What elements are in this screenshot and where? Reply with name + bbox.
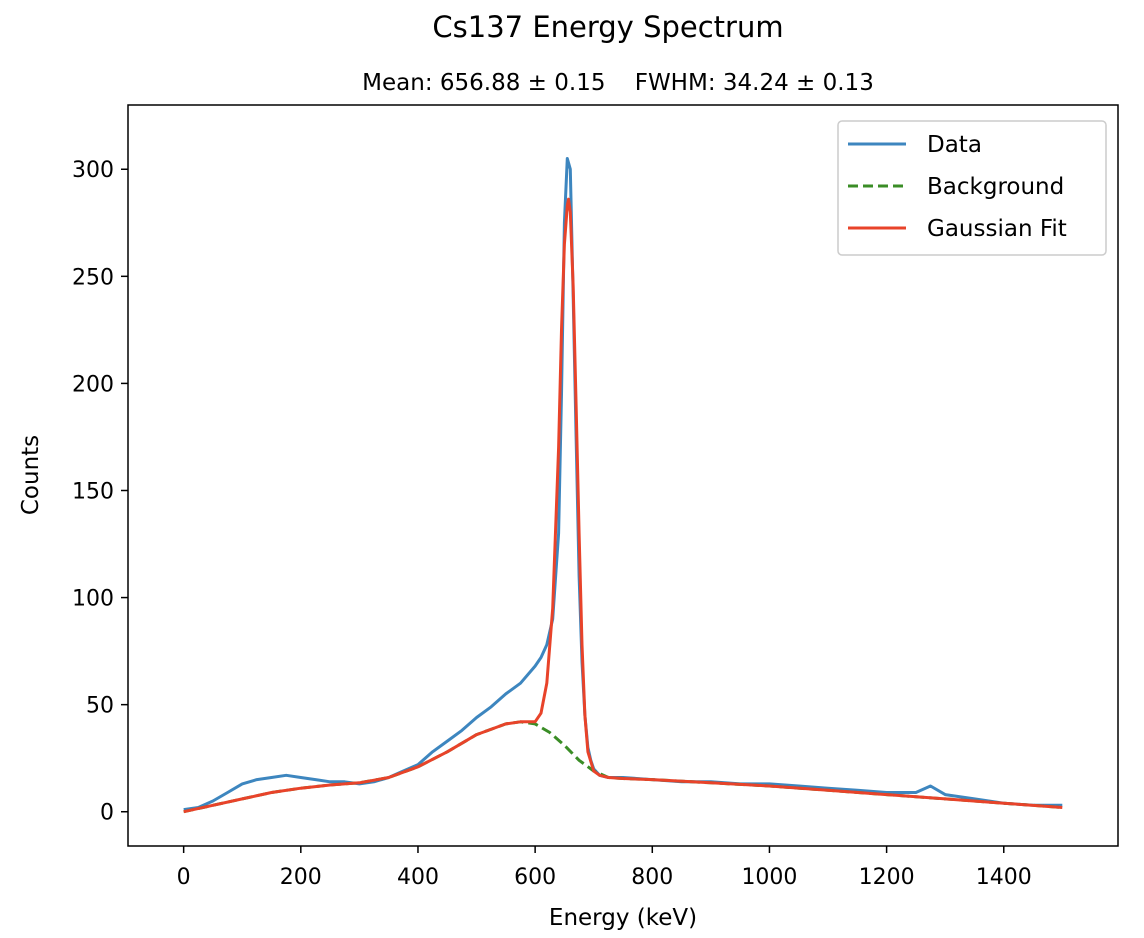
x-tick-label: 600 <box>514 865 556 890</box>
legend-label-gaussian-fit: Gaussian Fit <box>927 216 1067 242</box>
x-tick-label: 800 <box>631 865 673 890</box>
chart-title: Cs137 Energy Spectrum <box>432 10 783 44</box>
y-tick-label: 300 <box>72 158 114 183</box>
x-tick-label: 1000 <box>741 865 797 890</box>
axes-frame <box>127 104 1119 847</box>
y-tick-label: 250 <box>72 265 114 290</box>
legend-label-background: Background <box>927 174 1064 200</box>
x-tick-label: 200 <box>280 865 322 890</box>
chart-subtitle: Mean: 656.88 ± 0.15 FWHM: 34.24 ± 0.13 <box>362 70 874 96</box>
y-axis-label: Counts <box>18 435 44 515</box>
legend: Data Background Gaussian Fit <box>837 120 1107 256</box>
x-tick-label: 1400 <box>976 865 1032 890</box>
legend-label-data: Data <box>927 132 982 158</box>
y-tick-label: 200 <box>72 372 114 397</box>
x-axis-ticks: 0 200 400 600 800 1000 1200 1400 <box>177 846 1032 890</box>
legend-box <box>837 120 1107 256</box>
y-tick-label: 50 <box>86 694 114 719</box>
x-tick-label: 400 <box>397 865 439 890</box>
x-axis-label: Energy (keV) <box>549 905 697 931</box>
y-axis-ticks: 0 50 100 150 200 250 300 <box>72 158 128 826</box>
series-data <box>183 157 1063 812</box>
y-tick-label: 0 <box>100 801 114 826</box>
y-tick-label: 150 <box>72 479 114 504</box>
y-tick-label: 100 <box>72 587 114 612</box>
series-layer <box>183 157 1063 814</box>
x-tick-label: 1200 <box>859 865 915 890</box>
plot-area <box>127 104 1119 847</box>
series-gaussian-fit <box>183 197 1063 814</box>
x-tick-label: 0 <box>177 865 191 890</box>
